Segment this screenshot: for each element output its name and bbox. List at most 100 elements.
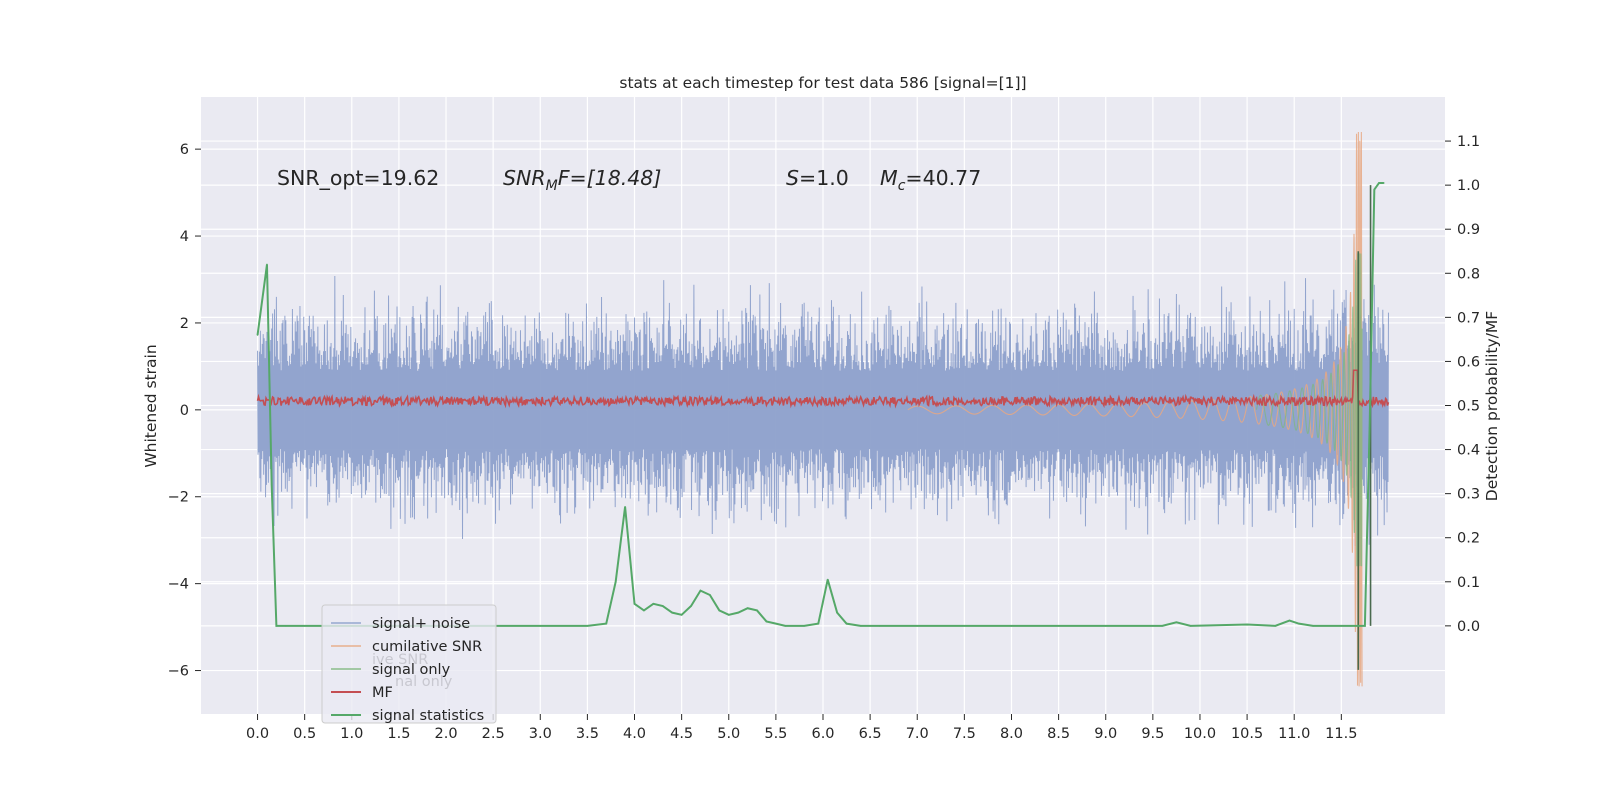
signal-statistics-point	[1373, 188, 1376, 191]
x-tick-label: 3.5	[576, 726, 599, 742]
legend-ghost-text-2: nal only	[395, 674, 453, 690]
legend-entries: signal+ noise cumilative SNR signal only MF…	[331, 616, 484, 724]
annotation-s-value: =1.0	[799, 166, 849, 190]
signal-statistics-point	[878, 625, 881, 627]
signal-statistics-point	[817, 622, 820, 625]
signal-statistics-point	[1274, 625, 1277, 627]
annotation-mc-sub: c	[898, 178, 906, 194]
x-tick-label: 10.0	[1184, 726, 1216, 742]
y-left-tick-label: −6	[168, 664, 189, 680]
signal-statistics-point	[756, 609, 758, 612]
x-tick-label: 9.5	[1141, 726, 1164, 742]
y-right-tick-label: 0.7	[1457, 310, 1480, 326]
annotation-snr-mf-rest: F=[18.48]	[558, 166, 662, 190]
x-tick-label: 1.5	[387, 726, 410, 742]
y-right-tick-label: 0.1	[1457, 575, 1480, 591]
signal-statistics-point	[765, 620, 768, 623]
x-tick-label: 7.0	[906, 726, 929, 742]
signal-statistics-point	[539, 625, 542, 627]
x-tick-label: 9.0	[1094, 726, 1117, 742]
legend-label: cumilative SNR	[372, 639, 482, 655]
annotation-s: S=1.0	[786, 166, 849, 190]
y-axis-label-right: Detection probability/MF	[1483, 311, 1501, 502]
signal-statistics-point	[1104, 625, 1107, 627]
x-tick-label: 11.0	[1278, 726, 1310, 742]
y-axis-label-left: Whitened strain	[142, 344, 160, 467]
y-left-tick-label: 4	[180, 229, 189, 245]
signal-statistics-point	[916, 625, 919, 627]
signal-statistics-point	[1368, 426, 1371, 429]
signal-only-line	[1255, 253, 1363, 567]
signal-statistics-point	[737, 611, 739, 614]
signal-statistics-point	[699, 589, 702, 592]
y-left-tick-label: 2	[180, 316, 189, 332]
signal-statistics-point	[718, 609, 721, 612]
x-tick-label: 2.5	[482, 726, 505, 742]
x-tick-label: 2.0	[434, 726, 457, 742]
annotation-snr-opt: SNR_opt=19.62	[277, 166, 439, 191]
signal-statistics-point	[784, 625, 787, 627]
x-tick-label: 7.5	[953, 726, 976, 742]
signal-statistics-point	[680, 614, 683, 616]
signal-statistics-point	[859, 625, 862, 627]
signal-statistics-point	[1175, 621, 1178, 624]
x-tick-label: 10.5	[1231, 726, 1263, 742]
signal-statistics-point	[727, 614, 730, 616]
signal-statistics-point	[1189, 625, 1192, 627]
signal-statistics-point	[614, 580, 617, 583]
signal-statistics-point	[1312, 625, 1314, 627]
signal-statistics-point	[775, 622, 777, 625]
signal-statistics-point	[1382, 182, 1385, 184]
y-right-tick-label: 0.6	[1457, 354, 1480, 370]
legend-label: signal statistics	[372, 708, 484, 724]
x-tick-label: 6.0	[811, 726, 834, 742]
signal-statistics-point	[661, 605, 664, 607]
annotation-mc-value: =40.77	[905, 166, 981, 190]
signal-statistics-point	[303, 625, 306, 627]
x-tick-label: 3.0	[529, 726, 552, 742]
legend-label: signal+ noise	[372, 616, 470, 632]
signal-statistics-point	[652, 603, 655, 605]
cumilative-snr-line	[907, 132, 1363, 687]
y-left-tick-label: 6	[180, 142, 189, 158]
y-right-tick-label: 0.9	[1457, 222, 1480, 238]
annotation-mc-base: M	[880, 166, 898, 190]
annotation-snr-mf: SNRMF=[18.48]	[503, 166, 661, 194]
x-tick-label: 8.5	[1047, 726, 1070, 742]
annotation-snr-mf-base: SNR	[503, 166, 546, 190]
annotation-mc: Mc=40.77	[880, 166, 981, 194]
x-tick-label: 11.5	[1325, 726, 1357, 742]
signal-statistics-point	[836, 611, 838, 614]
signal-statistics-point	[671, 611, 674, 614]
signal-statistics-point	[285, 625, 287, 627]
legend-label: MF	[372, 685, 393, 701]
x-tick-label: 0.5	[293, 726, 316, 742]
signal-statistics-point	[1298, 622, 1300, 625]
y-right-tick-label: 0.4	[1457, 443, 1480, 459]
x-tick-label: 8.0	[1000, 726, 1023, 742]
mf-line	[256, 369, 1390, 409]
signal-statistics-point	[256, 334, 259, 336]
signal-statistics-point	[1010, 625, 1013, 627]
signal-statistics-point	[845, 622, 848, 625]
signal-statistics-point	[690, 605, 692, 607]
signal-statistics-point	[624, 506, 626, 508]
annotation-snr-mf-sub: M	[546, 178, 558, 194]
legend: ive SNR nal only signal+ noise cumilative…	[321, 604, 497, 724]
ticks: 0.0 0.5 1.0 1.5 2.0 2.5 3.0 3.5 4.0 4.5 5.0 5.5 6.0 6…	[168, 134, 1480, 742]
y-right-tick-label: 0.5	[1457, 399, 1480, 415]
x-tick-label: 4.5	[670, 726, 693, 742]
signal-statistics-point	[1288, 619, 1291, 622]
y-right-tick-label: 0.8	[1457, 266, 1480, 282]
y-right-tick-label: 0.2	[1457, 531, 1480, 547]
x-tick-label: 0.0	[246, 726, 269, 742]
signal-statistics-point	[1161, 625, 1164, 627]
chart-title: stats at each timestep for test data 586…	[619, 74, 1026, 92]
signal-statistics-point	[1349, 625, 1352, 627]
signal-statistics-point	[266, 263, 268, 266]
y-right-tick-label: 0.3	[1457, 487, 1480, 503]
legend-frame	[321, 604, 497, 724]
signal-statistics-point	[803, 625, 805, 627]
x-tick-label: 5.5	[764, 726, 787, 742]
